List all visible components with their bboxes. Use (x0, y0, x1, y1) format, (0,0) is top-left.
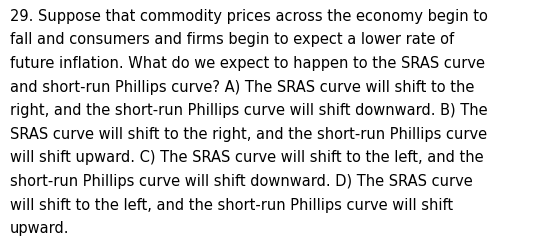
Text: 29. Suppose that commodity prices across the economy begin to: 29. Suppose that commodity prices across… (10, 9, 488, 24)
Text: future inflation. What do we expect to happen to the SRAS curve: future inflation. What do we expect to h… (10, 56, 485, 71)
Text: and short-run Phillips curve? A) The SRAS curve will shift to the: and short-run Phillips curve? A) The SRA… (10, 79, 474, 94)
Text: will shift upward. C) The SRAS curve will shift to the left, and the: will shift upward. C) The SRAS curve wil… (10, 150, 484, 165)
Text: will shift to the left, and the short-run Phillips curve will shift: will shift to the left, and the short-ru… (10, 197, 453, 212)
Text: SRAS curve will shift to the right, and the short-run Phillips curve: SRAS curve will shift to the right, and … (10, 126, 487, 141)
Text: fall and consumers and firms begin to expect a lower rate of: fall and consumers and firms begin to ex… (10, 32, 454, 47)
Text: right, and the short-run Phillips curve will shift downward. B) The: right, and the short-run Phillips curve … (10, 103, 488, 118)
Text: short-run Phillips curve will shift downward. D) The SRAS curve: short-run Phillips curve will shift down… (10, 173, 473, 188)
Text: upward.: upward. (10, 220, 70, 235)
